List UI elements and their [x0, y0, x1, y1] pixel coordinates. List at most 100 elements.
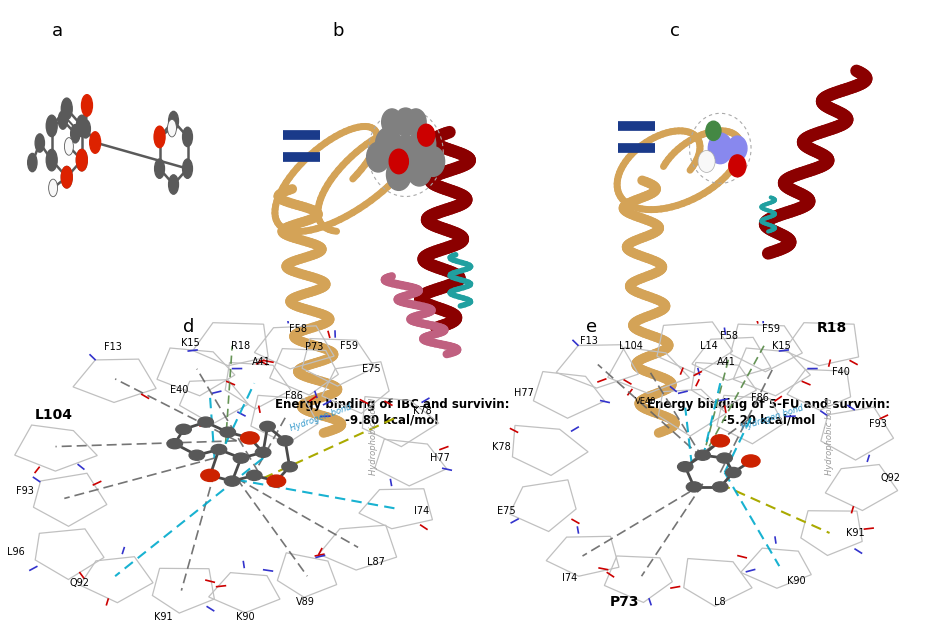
Circle shape	[154, 159, 165, 178]
Text: Q92: Q92	[69, 578, 90, 588]
Circle shape	[711, 482, 727, 492]
Text: Energy binding of IBC and survivin:
-9.80 kcal/mol: Energy binding of IBC and survivin: -9.8…	[274, 398, 508, 427]
Text: A41: A41	[251, 357, 271, 367]
Text: VE40: VE40	[635, 398, 656, 406]
Text: V89: V89	[295, 597, 314, 607]
Text: K15: K15	[771, 341, 790, 351]
Circle shape	[70, 125, 80, 143]
Text: F40: F40	[830, 367, 849, 377]
Circle shape	[46, 149, 57, 171]
Text: K91: K91	[154, 612, 173, 622]
Circle shape	[391, 135, 419, 170]
Text: Hydrophobic bond: Hydrophobic bond	[369, 398, 377, 475]
Text: F93: F93	[868, 418, 885, 428]
Text: Hydrophobic bond: Hydrophobic bond	[825, 398, 833, 475]
Text: K90: K90	[236, 612, 255, 622]
Text: L96: L96	[7, 547, 24, 557]
Text: F13: F13	[579, 336, 597, 346]
Circle shape	[409, 127, 435, 161]
Text: K78: K78	[412, 406, 431, 416]
Circle shape	[728, 155, 745, 177]
Text: Energy binding of 5-FU and survivin:
-5.20 kcal/mol: Energy binding of 5-FU and survivin: -5.…	[646, 398, 889, 427]
Circle shape	[677, 462, 692, 472]
Circle shape	[741, 455, 759, 467]
Text: F58: F58	[719, 331, 738, 341]
Text: E75: E75	[496, 507, 515, 517]
Circle shape	[81, 120, 90, 138]
Circle shape	[183, 127, 192, 147]
Circle shape	[724, 467, 740, 478]
Text: L104: L104	[618, 341, 642, 351]
Circle shape	[168, 119, 176, 137]
Circle shape	[200, 469, 219, 481]
Circle shape	[277, 436, 293, 446]
Circle shape	[246, 471, 262, 481]
Text: d: d	[183, 318, 194, 336]
Text: Q92: Q92	[880, 473, 899, 483]
Text: K91: K91	[845, 528, 864, 538]
Circle shape	[708, 133, 731, 164]
Circle shape	[220, 427, 235, 437]
Circle shape	[710, 435, 728, 447]
Text: L14: L14	[700, 341, 717, 351]
Circle shape	[417, 124, 434, 146]
Text: A41: A41	[717, 357, 736, 367]
Circle shape	[259, 421, 275, 432]
Text: R18: R18	[816, 321, 846, 336]
Circle shape	[695, 450, 709, 461]
Circle shape	[225, 476, 240, 486]
Circle shape	[267, 475, 285, 487]
Circle shape	[685, 482, 701, 492]
Text: E75: E75	[361, 364, 380, 374]
Circle shape	[36, 134, 44, 152]
Circle shape	[61, 98, 72, 120]
Circle shape	[154, 127, 165, 147]
Text: H77: H77	[430, 453, 449, 463]
Text: F86: F86	[285, 391, 302, 401]
Circle shape	[49, 179, 57, 197]
Circle shape	[381, 109, 402, 135]
Text: Hydrogen bond: Hydrogen bond	[739, 403, 804, 432]
Circle shape	[154, 126, 165, 147]
Circle shape	[366, 142, 389, 172]
Circle shape	[211, 444, 227, 454]
Text: F59: F59	[761, 323, 779, 333]
Circle shape	[183, 159, 192, 178]
Text: L104: L104	[35, 408, 72, 422]
Circle shape	[705, 121, 720, 140]
Circle shape	[421, 147, 445, 176]
Circle shape	[65, 137, 73, 155]
Circle shape	[405, 109, 426, 135]
Circle shape	[76, 115, 87, 137]
Circle shape	[197, 417, 213, 427]
Circle shape	[394, 108, 417, 136]
Circle shape	[233, 453, 248, 463]
Circle shape	[90, 132, 100, 153]
Text: K78: K78	[491, 442, 510, 452]
Text: P73: P73	[608, 595, 638, 609]
Text: R18: R18	[231, 341, 250, 351]
Circle shape	[168, 175, 178, 194]
Text: E40: E40	[169, 386, 188, 396]
Text: c: c	[669, 22, 680, 40]
Circle shape	[282, 462, 297, 472]
Text: Hydrogen bond: Hydrogen bond	[288, 403, 352, 433]
Circle shape	[76, 149, 87, 171]
Text: F86: F86	[750, 392, 768, 403]
Text: L87: L87	[366, 557, 385, 567]
Text: a: a	[51, 22, 63, 40]
Circle shape	[176, 424, 191, 434]
Text: K90: K90	[786, 575, 805, 585]
Text: F59: F59	[340, 341, 358, 351]
Circle shape	[241, 432, 259, 444]
Circle shape	[716, 453, 731, 463]
Text: P73: P73	[304, 342, 323, 352]
Circle shape	[388, 149, 408, 174]
Text: I74: I74	[562, 573, 577, 583]
Circle shape	[256, 447, 271, 457]
Circle shape	[697, 151, 714, 173]
Circle shape	[375, 127, 402, 161]
Circle shape	[58, 111, 67, 129]
Text: I74: I74	[414, 507, 430, 517]
Circle shape	[167, 438, 183, 449]
